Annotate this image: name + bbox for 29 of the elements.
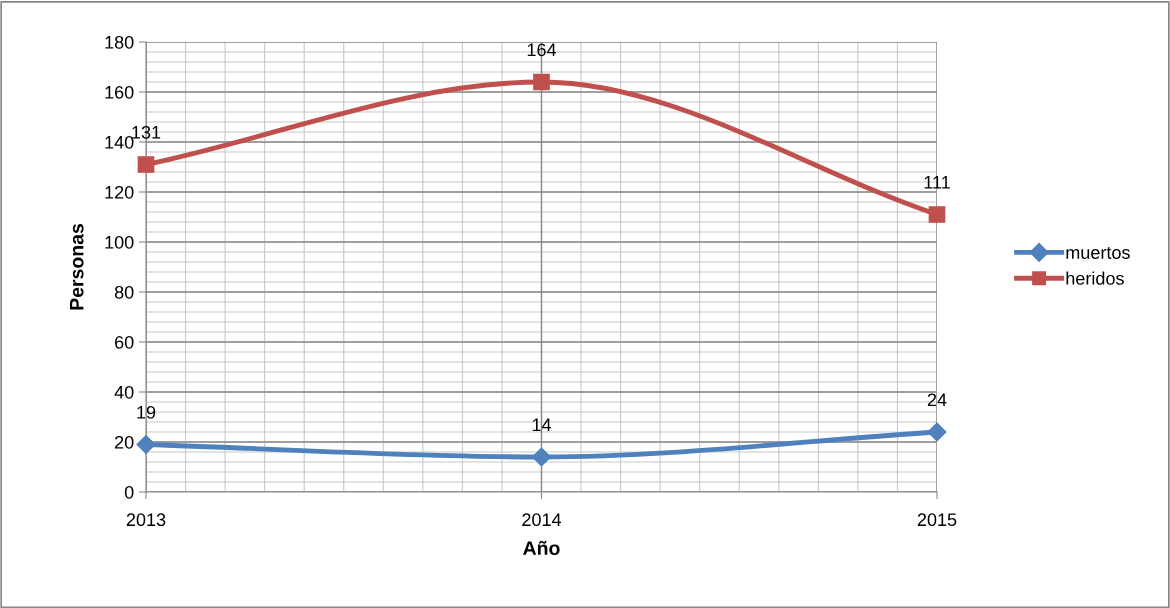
y-tick-label: 60: [115, 335, 134, 349]
data-label: 164: [527, 43, 557, 57]
data-label: 14: [532, 418, 552, 432]
legend-label: muertos: [1066, 247, 1130, 259]
y-axis-title: Personas: [69, 224, 84, 310]
y-tick-label: 80: [114, 285, 134, 299]
y-tick-label: 40: [114, 385, 134, 399]
y-tick-label: 0: [124, 485, 134, 499]
x-axis-title: Año: [523, 540, 560, 556]
data-label: 111: [924, 176, 950, 189]
x-tick-label: 2015: [917, 513, 957, 527]
y-tick-label: 120: [105, 185, 134, 199]
y-tick-label: 160: [105, 85, 134, 99]
x-tick-label: 2013: [126, 513, 166, 527]
y-tick-label: 100: [105, 235, 134, 249]
y-tick-label: 140: [105, 135, 134, 149]
point: [531, 447, 552, 467]
point: [928, 206, 946, 223]
data-label: 131: [132, 125, 161, 139]
data-label: 19: [137, 405, 156, 419]
point: [136, 434, 156, 455]
point: [137, 156, 155, 173]
legend-label: heridos: [1066, 271, 1124, 285]
y-tick-label: 20: [115, 435, 134, 449]
data-label: 24: [927, 393, 947, 407]
point: [927, 422, 947, 442]
point: [533, 73, 550, 91]
x-tick-label: 2014: [522, 513, 562, 527]
y-tick-label: 180: [105, 35, 134, 49]
